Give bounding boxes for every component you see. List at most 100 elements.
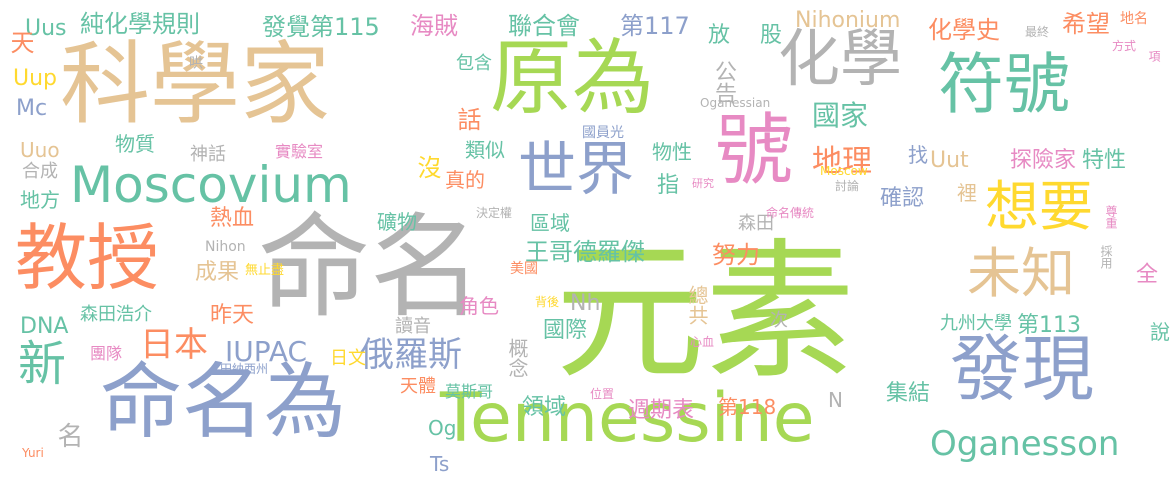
cloud-word: 物質 — [115, 132, 155, 156]
cloud-word: 世界 — [518, 135, 635, 203]
cloud-word: 沒 — [413, 155, 441, 179]
cloud-word: Oganesson — [930, 424, 1120, 464]
cloud-word: Moscovium — [70, 156, 352, 214]
cloud-word: 地方 — [20, 188, 60, 212]
cloud-word: 日文 — [330, 348, 366, 369]
cloud-word: 地名 — [1120, 11, 1148, 27]
cloud-word: 發現 — [950, 327, 1095, 411]
cloud-word: 國員光 — [582, 125, 624, 141]
cloud-word: 討論 — [835, 179, 860, 193]
cloud-word: 發覺第115 — [262, 13, 380, 41]
cloud-word: 未知 — [967, 242, 1075, 305]
cloud-word: 角色 — [459, 294, 499, 318]
cloud-word: 類似 — [465, 138, 505, 162]
cloud-word: 特性 — [1082, 148, 1127, 173]
cloud-word: 神話 — [190, 144, 226, 165]
cloud-word: 森田 — [738, 213, 774, 234]
cloud-word: 採用 — [1099, 245, 1113, 269]
cloud-word: DNA — [20, 314, 69, 339]
cloud-word: 原為 — [490, 31, 655, 126]
cloud-word: 研究 — [692, 177, 714, 190]
cloud-word: 純化學規則 — [80, 10, 200, 38]
cloud-word: 確認 — [880, 186, 925, 211]
cloud-word: 命名 — [258, 203, 482, 333]
cloud-word: Nihon — [205, 239, 246, 255]
cloud-word: 決定權 — [476, 206, 513, 220]
cloud-word: Uuo — [20, 138, 60, 162]
cloud-word: 美國 — [510, 261, 538, 277]
cloud-word: 實驗室 — [275, 142, 324, 161]
cloud-word: 田納西州 — [220, 362, 269, 376]
cloud-word: 區域 — [530, 211, 570, 235]
cloud-word: 九州大學 — [940, 313, 1012, 334]
cloud-word: 新 — [18, 336, 67, 392]
cloud-word: 裡 — [957, 181, 977, 205]
cloud-word: 名 — [53, 422, 83, 448]
cloud-word: 命名為 — [100, 355, 347, 450]
cloud-word: Nihonium — [795, 8, 901, 33]
cloud-word: 週期表 — [628, 398, 695, 423]
cloud-word: 真的 — [445, 168, 485, 192]
cloud-word: 第118 — [718, 395, 777, 419]
cloud-word: Oganessian — [700, 96, 771, 110]
cloud-word: Nh — [570, 291, 601, 316]
cloud-word: 想要 — [985, 175, 1093, 238]
cloud-word: 哄 — [187, 55, 203, 69]
cloud-word: 國家 — [812, 99, 869, 132]
cloud-word: 全 — [1132, 262, 1157, 284]
cloud-word: 莫斯哥 — [445, 382, 494, 401]
cloud-word: 包含 — [456, 53, 492, 74]
cloud-word: 聯合會 — [508, 12, 580, 40]
cloud-word: 最終 — [1025, 25, 1050, 39]
cloud-word: 位置 — [590, 387, 615, 401]
cloud-word: 天 — [6, 30, 34, 54]
cloud-word: 項 — [1147, 50, 1161, 62]
cloud-word: 科學家 — [60, 32, 330, 137]
cloud-word: 總共 — [685, 285, 709, 325]
cloud-word: 努力 — [712, 241, 760, 269]
cloud-word: 號 — [715, 106, 794, 196]
cloud-word: 日本 — [140, 325, 208, 365]
cloud-word: 森田浩介 — [80, 304, 152, 325]
cloud-word: 符號 — [938, 46, 1070, 123]
cloud-word: 放 — [708, 23, 731, 48]
cloud-word: 元素 — [555, 226, 856, 400]
cloud-word: 集結 — [886, 381, 931, 406]
cloud-word: 教授 — [15, 216, 160, 300]
cloud-word: 物性 — [652, 140, 692, 164]
cloud-word: 王哥德羅傑 — [525, 238, 645, 266]
cloud-word: 國際 — [543, 318, 588, 343]
cloud-word: 成果 — [195, 260, 240, 285]
cloud-word: 第117 — [620, 12, 690, 40]
cloud-word: 探險家 — [1010, 148, 1077, 173]
cloud-word: 方式 — [1112, 39, 1137, 53]
cloud-word: 尊重 — [1104, 205, 1118, 229]
cloud-word: 團隊 — [90, 344, 123, 363]
cloud-word: 熱血 — [210, 206, 255, 231]
cloud-word: 命名傳統 — [766, 206, 815, 220]
cloud-word: Mc — [16, 96, 48, 121]
cloud-word: 第113 — [1017, 313, 1081, 338]
cloud-word: Moscow — [820, 164, 868, 178]
cloud-word: 心血 — [690, 335, 715, 349]
cloud-word: 指 — [657, 173, 680, 198]
cloud-word: 礦物 — [377, 210, 417, 234]
cloud-word: 公告 — [711, 60, 736, 104]
cloud-word: 無止盡 — [245, 263, 285, 278]
cloud-word: Uus — [25, 16, 67, 41]
cloud-word: 概念 — [505, 338, 529, 378]
cloud-word: 次 — [770, 310, 788, 331]
cloud-word: Tennessine — [440, 379, 815, 458]
cloud-word: Yuri — [22, 446, 44, 460]
cloud-word: Og — [428, 416, 457, 440]
cloud-word: Uut — [930, 148, 969, 173]
cloud-word: 天體 — [400, 376, 436, 397]
cloud-word: 領域 — [522, 395, 567, 420]
cloud-word: 地理 — [812, 144, 872, 179]
cloud-word: 讀音 — [395, 316, 431, 337]
cloud-word: Ts — [430, 452, 450, 476]
cloud-word: 股 — [760, 23, 783, 48]
cloud-word: 話 — [453, 107, 481, 131]
cloud-word: 化學史 — [928, 16, 1000, 44]
